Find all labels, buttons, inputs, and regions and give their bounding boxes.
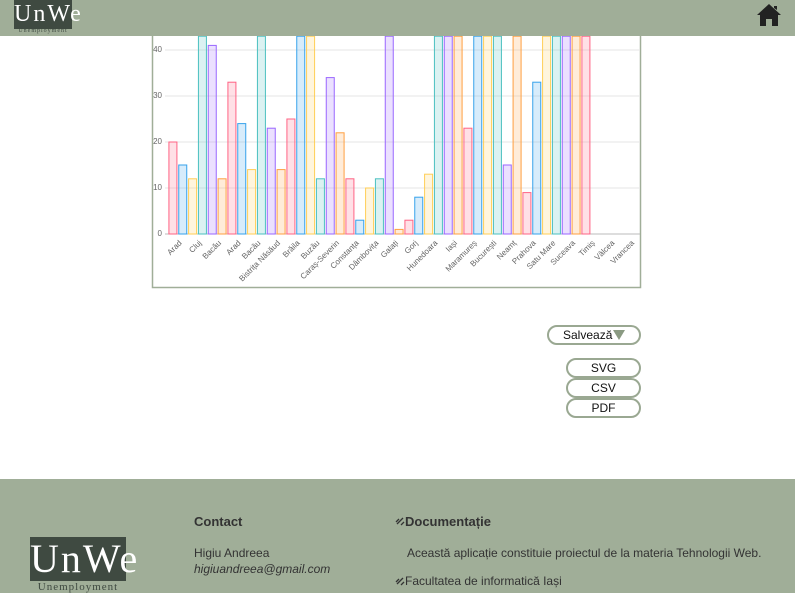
bar xyxy=(561,35,571,235)
logo-subtitle: Unemployment xyxy=(18,28,68,34)
logo[interactable]: UnWe xyxy=(14,0,83,29)
save-button[interactable]: Salvează xyxy=(547,325,641,345)
bar xyxy=(247,169,257,235)
bar xyxy=(306,35,316,235)
y-tick-label: 40 xyxy=(153,45,162,54)
bar xyxy=(188,178,198,235)
home-icon[interactable] xyxy=(756,3,782,27)
bar xyxy=(414,196,424,235)
bar xyxy=(512,35,522,235)
bar xyxy=(276,169,286,235)
bar xyxy=(404,219,414,235)
bar xyxy=(424,173,434,235)
x-tick-label: Arad xyxy=(165,239,183,257)
format-button[interactable]: PDF xyxy=(566,398,641,418)
docs-link[interactable]: Facultatea de informatică Iași xyxy=(405,574,562,588)
bar xyxy=(296,35,306,235)
docs-heading[interactable]: Documentație xyxy=(405,514,491,529)
bar xyxy=(522,192,532,235)
bar xyxy=(335,132,345,235)
bar xyxy=(551,35,561,235)
format-button[interactable]: SVG xyxy=(566,358,641,378)
format-button[interactable]: CSV xyxy=(566,378,641,398)
bar xyxy=(483,35,493,235)
bar xyxy=(542,35,552,235)
header: UnWe Unemployment xyxy=(0,0,795,36)
bar xyxy=(384,35,394,235)
link-icon xyxy=(395,577,405,586)
bar xyxy=(492,35,502,235)
y-tick-label: 20 xyxy=(153,137,162,146)
x-tick-label: Bacău xyxy=(201,239,223,261)
chart-frame xyxy=(151,0,642,289)
bar xyxy=(286,118,296,235)
bar xyxy=(374,178,384,235)
bar xyxy=(325,77,335,235)
bar xyxy=(443,35,453,235)
y-tick-label: 30 xyxy=(153,91,162,100)
bar xyxy=(365,187,375,235)
footer: UnWe Unemployment Contact Higiu Andreea … xyxy=(0,479,795,593)
bar xyxy=(532,81,542,235)
contact-heading: Contact xyxy=(194,514,243,529)
footer-logo: UnWe xyxy=(30,536,140,581)
x-tick-label: Galați xyxy=(379,238,400,259)
bar xyxy=(178,164,188,235)
bar xyxy=(463,127,473,235)
bar xyxy=(571,35,581,235)
bar xyxy=(168,141,178,235)
bar xyxy=(256,35,266,235)
bar xyxy=(207,44,217,235)
bar xyxy=(473,35,483,235)
bar xyxy=(581,35,591,235)
bar xyxy=(433,35,443,235)
bar xyxy=(355,219,365,235)
dropdown-arrow xyxy=(613,330,625,340)
x-tick-label: Iași xyxy=(444,238,459,253)
bar xyxy=(453,35,463,235)
y-tick-label: 10 xyxy=(153,183,162,192)
footer-logo-subtitle: Unemployment xyxy=(37,581,119,593)
bar xyxy=(197,35,207,235)
save-label: Salvează xyxy=(563,328,613,342)
bar xyxy=(315,178,325,235)
contact-name: Higiu Andreea xyxy=(194,546,270,560)
bar xyxy=(266,127,276,235)
bar xyxy=(502,164,512,235)
docs-text: Această aplicație constituie proiectul d… xyxy=(407,546,762,560)
contact-email[interactable]: higiuandreea@gmail.com xyxy=(194,562,331,576)
bar xyxy=(394,228,404,235)
y-tick-label: 0 xyxy=(158,229,163,238)
bar xyxy=(345,178,355,235)
bar xyxy=(217,178,227,235)
bar xyxy=(227,81,237,235)
x-tick-label: Cluj xyxy=(187,238,203,254)
bar xyxy=(237,123,247,235)
x-tick-label: Brăila xyxy=(281,238,302,259)
link-icon xyxy=(395,517,405,526)
